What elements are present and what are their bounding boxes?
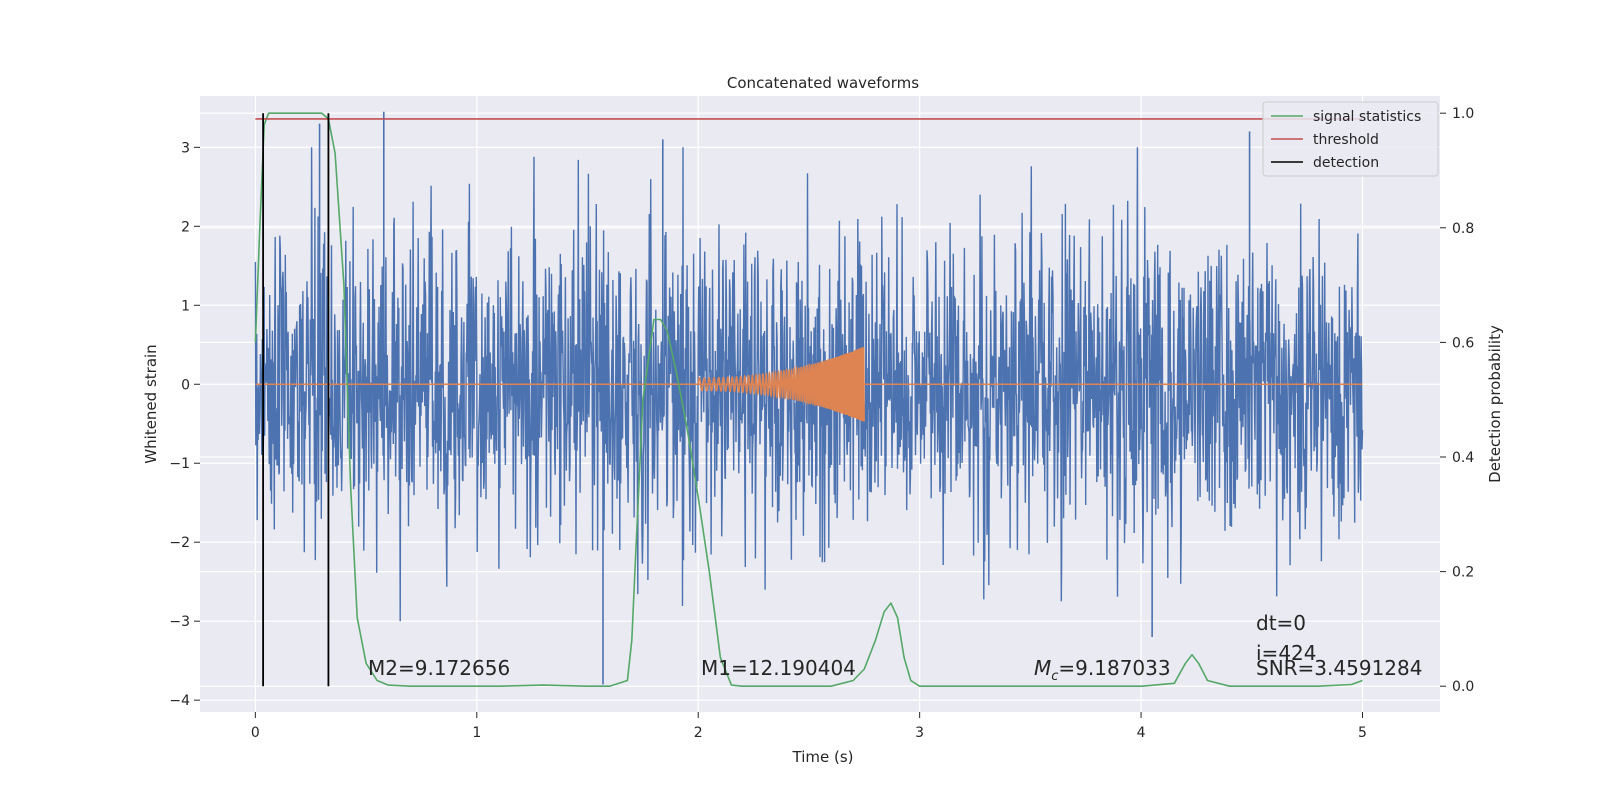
dt-annotation: dt=0 [1256,611,1306,635]
mc-value: =9.187033 [1058,656,1170,680]
template-chirp [697,347,866,422]
y2-tick-label: 0.2 [1452,565,1474,581]
y2-tick-label: 0.0 [1452,679,1474,695]
y-tick-label: 1 [181,298,190,314]
template-series [255,347,1363,422]
legend-label-signal: signal statistics [1313,109,1421,125]
y-tick-label: 2 [181,219,190,235]
y-tick-label: 0 [181,377,190,393]
y2-axis-label: Detection probability [1486,325,1504,483]
x-axis-label: Time (s) [792,748,854,766]
m2-annotation: M2=9.172656 [368,656,510,680]
legend-box [1262,101,1439,177]
y2-tick-label: 1.0 [1452,106,1474,122]
annotations: M2=9.172656 M1=12.190404 Mc=9.187033 dt=… [368,611,1422,684]
x-tick-label: 2 [694,725,703,741]
y-tick-label: −4 [169,693,190,709]
x-tick-label: 4 [1137,725,1146,741]
signal-statistics-line [254,112,1363,687]
strain-series [254,111,1364,685]
x-tick-label: 3 [915,725,924,741]
y-tick-label: −1 [169,456,190,472]
y-tick-label: 3 [181,140,190,156]
snr-annotation: SNR=3.4591284 [1256,656,1422,680]
y2-tick-label: 0.4 [1452,450,1474,466]
x-tick-label: 5 [1358,725,1367,741]
m1-annotation: M1=12.190404 [701,656,856,680]
y2-tick-label: 0.8 [1452,221,1474,237]
strain-line [254,147,1364,622]
mc-symbol: M [1034,656,1051,680]
axes: 0 1 2 3 4 5 −4 −3 −2 −1 0 1 2 3 0.0 0.2 0.4 0.6 0.8 1.0 [169,106,1474,741]
x-tick-label: 0 [251,725,260,741]
legend: signal statistics threshold detection [1262,101,1439,177]
mc-subscript: c [1051,669,1058,684]
legend-label-detection: detection [1313,155,1379,171]
legend-label-threshold: threshold [1313,132,1379,148]
y-tick-label: −2 [169,535,190,551]
y-axis-label: Whitened strain [142,344,160,463]
y2-tick-label: 0.6 [1452,335,1474,351]
mc-annotation: Mc=9.187033 [1034,656,1171,684]
chart-title: Concatenated waveforms [727,74,919,92]
probability-series [254,112,1363,687]
x-tick-label: 1 [472,725,481,741]
i-annotation: i=424 [1256,641,1317,665]
y-tick-label: −3 [169,614,190,630]
